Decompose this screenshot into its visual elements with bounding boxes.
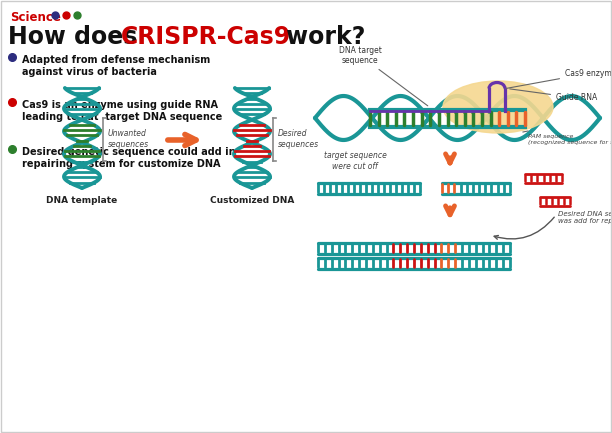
FancyArrowPatch shape — [494, 217, 554, 239]
Text: Desired
sequences: Desired sequences — [278, 129, 319, 149]
Text: Science: Science — [10, 11, 61, 24]
Text: How does: How does — [8, 25, 146, 49]
Text: leading to cut  target DNA sequence: leading to cut target DNA sequence — [22, 112, 222, 122]
Text: Adapted from defense mechanism: Adapted from defense mechanism — [22, 55, 211, 65]
Text: against virus of bacteria: against virus of bacteria — [22, 67, 157, 77]
Text: repairing system for customize DNA: repairing system for customize DNA — [22, 159, 220, 169]
Text: work?: work? — [278, 25, 365, 49]
Text: DNA target
sequence: DNA target sequence — [338, 45, 428, 106]
Text: Desired DNA sequence
was add for repairing: Desired DNA sequence was add for repairi… — [558, 211, 612, 224]
Text: Guide RNA: Guide RNA — [510, 89, 597, 103]
Text: Desired genetic sequence could add in: Desired genetic sequence could add in — [22, 147, 236, 157]
Ellipse shape — [443, 81, 553, 133]
Text: PAM sequence
(recognized sequence for specific cutting): PAM sequence (recognized sequence for sp… — [528, 134, 612, 145]
Text: CRISPR-Cas9: CRISPR-Cas9 — [121, 25, 291, 49]
Text: Cas9 enzyme: Cas9 enzyme — [506, 68, 612, 88]
Text: target sequence
were cut off: target sequence were cut off — [324, 151, 386, 171]
Text: Cas9 is an enzyme using guide RNA: Cas9 is an enzyme using guide RNA — [22, 100, 218, 110]
Text: Unwanted
sequences: Unwanted sequences — [108, 129, 149, 149]
Text: Customized DNA: Customized DNA — [210, 196, 294, 205]
Text: DNA template: DNA template — [47, 196, 118, 205]
